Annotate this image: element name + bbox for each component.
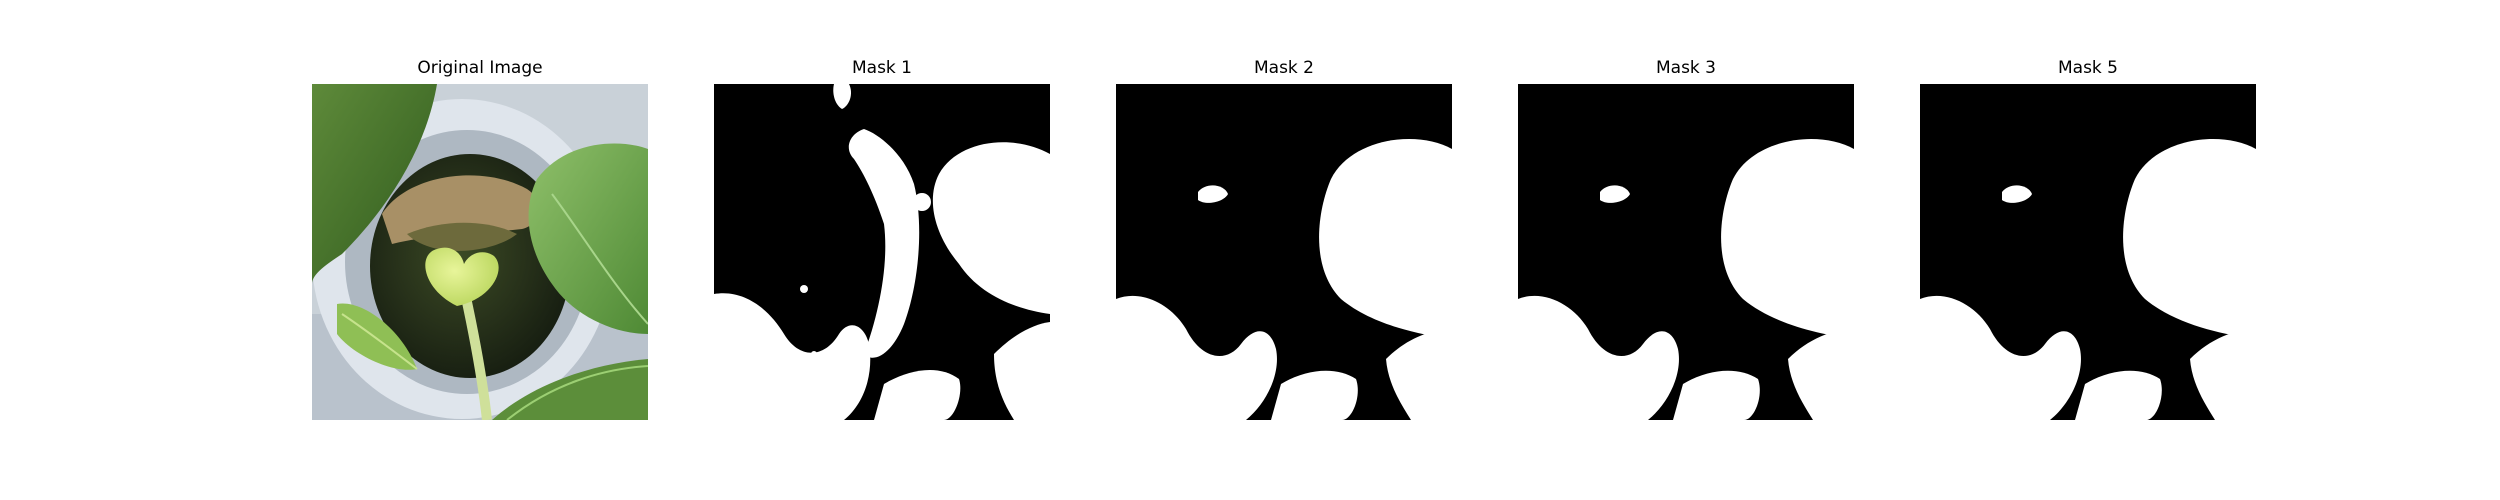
panel-title-mask3: Mask 3: [1655, 58, 1716, 78]
mask5-image: [1920, 84, 2256, 420]
mask1-drawing: [714, 84, 1050, 420]
mask2-drawing: [1116, 84, 1452, 420]
mask3-image: [1518, 84, 1854, 420]
panel-title-mask2: Mask 2: [1253, 58, 1314, 78]
panel-title-mask5: Mask 5: [2057, 58, 2118, 78]
original-image: [312, 84, 648, 420]
mask3-drawing: [1518, 84, 1854, 420]
panel-title-original: Original Image: [417, 58, 543, 78]
original-image-drawing: [312, 84, 648, 420]
panel-title-mask1: Mask 1: [851, 58, 912, 78]
mask1-image: [714, 84, 1050, 420]
mask2-image: [1116, 84, 1452, 420]
mask5-drawing: [1920, 84, 2256, 420]
